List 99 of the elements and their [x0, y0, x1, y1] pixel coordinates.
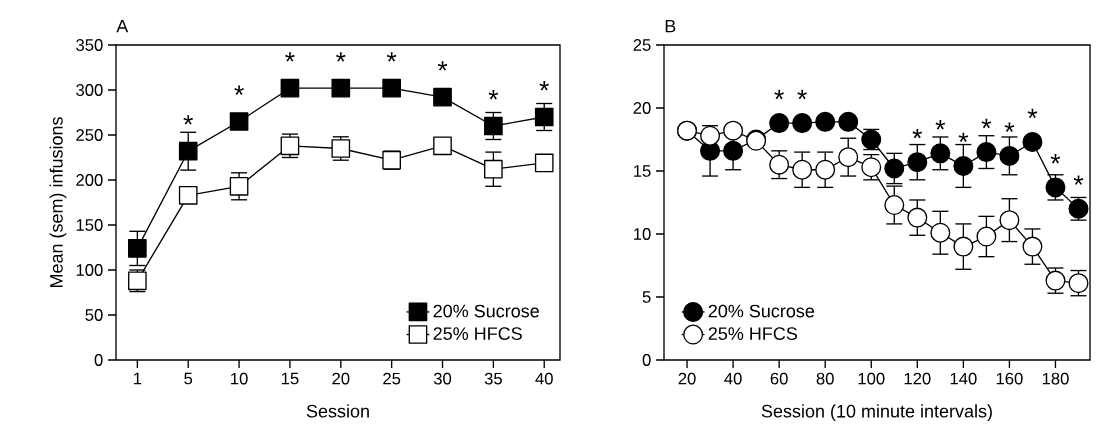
x-tick-label: 120	[904, 372, 931, 385]
y-tick-label: 350	[76, 39, 103, 51]
y-tick-label: 50	[85, 309, 103, 321]
y-tick-label: 25	[633, 39, 651, 51]
point	[976, 226, 997, 247]
chart-title: A	[116, 19, 129, 33]
x-tick-label: 5	[184, 372, 193, 385]
x-axis-title: Session (10 minute intervals)	[761, 404, 992, 422]
annotation: *	[1004, 122, 1015, 132]
y-tick-label: 100	[76, 264, 103, 276]
point	[953, 155, 974, 176]
point	[930, 143, 951, 164]
point	[331, 78, 351, 98]
point	[999, 210, 1020, 231]
legend-label: 25% HFCS	[433, 327, 522, 340]
legend-label: 20% Sucrose	[708, 304, 815, 318]
annotation: *	[912, 128, 923, 139]
point	[792, 113, 813, 134]
x-tick-label: 80	[816, 372, 834, 385]
legend-label: 20% Sucrose	[433, 304, 539, 318]
y-tick-label: 200	[76, 174, 103, 186]
y-tick-label: 10	[634, 228, 651, 240]
y-tick-label: 150	[76, 219, 103, 231]
annotation: *	[981, 118, 992, 129]
x-tick-label: 35	[484, 372, 502, 385]
point	[861, 157, 882, 178]
annotation: *	[183, 115, 193, 125]
point	[976, 142, 997, 163]
point	[884, 195, 905, 216]
x-tick-label: 1	[134, 372, 142, 385]
x-tick-label: 10	[231, 372, 248, 385]
x-tick-label: 60	[770, 372, 788, 385]
point	[433, 136, 452, 156]
point	[838, 147, 859, 168]
y-tick-label: 0	[94, 354, 103, 366]
annotation: *	[386, 52, 397, 62]
y-tick-label: 250	[76, 129, 103, 141]
annotation: *	[437, 61, 448, 71]
annotation: *	[1027, 108, 1038, 119]
point	[178, 141, 198, 161]
x-tick-label: 40	[724, 372, 742, 385]
point	[484, 116, 503, 136]
chart-title: B	[665, 19, 676, 33]
point	[815, 159, 836, 180]
point	[907, 207, 928, 228]
x-tick-label: 20	[678, 372, 696, 385]
x-axis-title: Session	[306, 404, 369, 418]
point	[999, 145, 1020, 166]
point	[534, 107, 554, 127]
point	[128, 239, 147, 258]
y-tick-label: 0	[642, 354, 651, 366]
x-tick-label: 20	[332, 372, 350, 385]
point	[280, 78, 300, 98]
point	[1022, 132, 1043, 153]
point	[930, 222, 951, 243]
x-tick-label: 140	[950, 372, 977, 385]
point	[178, 185, 198, 205]
point	[700, 125, 721, 146]
point	[838, 111, 859, 132]
annotation: *	[774, 89, 784, 100]
annotation: *	[935, 120, 946, 130]
x-tick-label: 160	[996, 372, 1023, 385]
annotation: *	[797, 89, 807, 100]
point	[723, 120, 744, 141]
x-tick-label: 180	[1042, 372, 1069, 385]
y-axis-title: Mean (sem) infusions	[49, 117, 67, 288]
x-tick-label: 30	[433, 372, 452, 385]
point	[229, 176, 249, 196]
point	[769, 154, 790, 175]
annotation: *	[1073, 175, 1084, 185]
y-tick-label: 20	[633, 102, 651, 114]
legend-label: 25% HFCS	[708, 327, 797, 340]
point	[433, 87, 452, 107]
point	[723, 140, 744, 161]
point	[229, 112, 249, 131]
x-tick-label: 25	[383, 372, 401, 385]
point	[484, 159, 503, 179]
annotation: *	[539, 81, 549, 91]
y-tick-label: 5	[642, 291, 651, 303]
y-tick-label: 15	[634, 165, 651, 177]
annotation: *	[234, 85, 244, 95]
point	[884, 158, 905, 179]
point	[534, 153, 554, 173]
point	[769, 113, 790, 134]
annotation: *	[488, 90, 499, 100]
point	[382, 78, 401, 98]
point	[815, 111, 836, 132]
point	[1022, 236, 1043, 257]
point	[792, 159, 813, 180]
annotation: *	[336, 52, 346, 62]
point	[907, 152, 928, 173]
annotation: *	[285, 52, 295, 62]
y-tick-label: 300	[76, 84, 103, 96]
annotation: *	[958, 132, 969, 143]
x-tick-label: 15	[281, 372, 299, 385]
x-tick-label: 100	[858, 372, 885, 385]
annotation: *	[1050, 154, 1061, 164]
point	[953, 236, 974, 257]
x-tick-label: 40	[535, 372, 553, 385]
